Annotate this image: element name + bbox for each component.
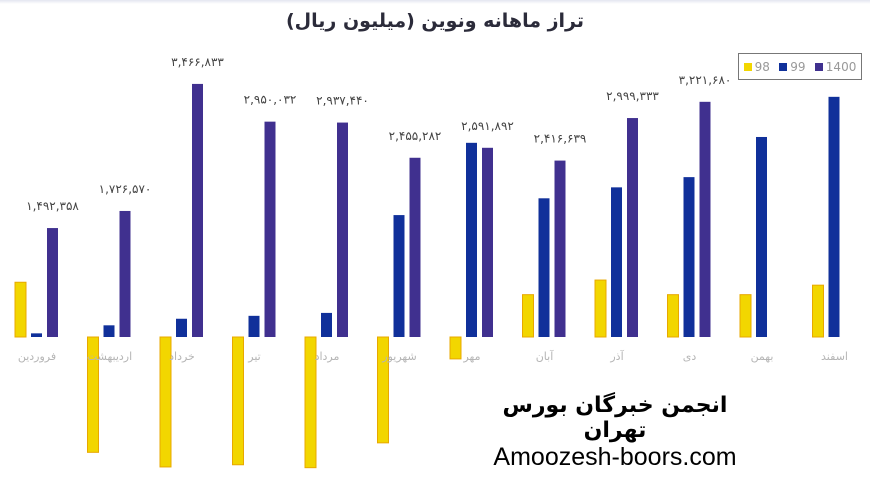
bar-99-2 (176, 318, 187, 337)
bar-98-8 (594, 279, 607, 338)
x-tick-label: آبان (536, 349, 554, 363)
bar-1400-5 (409, 157, 421, 337)
x-tick-label: فروردین (18, 350, 56, 363)
chart-title: تراز ماهانه ونوین (میلیون ریال) (285, 10, 585, 32)
top-border (0, 0, 870, 4)
x-tick-label: دی (683, 350, 697, 363)
bar-99-4 (321, 312, 332, 337)
data-label: ۱,۷۲۶,۵۷۰ (99, 182, 152, 196)
bar-98-4 (304, 336, 317, 469)
watermark-line2: Amoozesh-boors.com (493, 443, 737, 471)
bar-1400-6 (482, 147, 493, 337)
x-tick-label: اسفند (821, 350, 848, 363)
x-tick-label: شهریور (381, 350, 416, 363)
watermark-line1: انجمن خبرگان بورس تهران (502, 393, 728, 443)
legend-item-1400: 1400 (814, 59, 857, 74)
data-label: ۲,۴۵۵,۲۸۲ (389, 129, 442, 143)
watermark: انجمن خبرگان بورس تهران Amoozesh-boors.c… (470, 393, 760, 472)
bar-98-11 (812, 284, 824, 338)
data-label: ۱,۴۹۲,۳۵۸ (26, 199, 79, 213)
bar-1400-0 (47, 228, 58, 337)
bar-99-8 (611, 187, 622, 337)
bar-1400-3 (264, 121, 276, 337)
legend-label: 99 (790, 59, 806, 74)
x-tick-label: مهر (462, 350, 480, 363)
legend: 98 99 1400 (738, 53, 862, 80)
bar-1400-4 (337, 122, 348, 337)
bar-99-5 (393, 215, 405, 337)
x-tick-label: خرداد (169, 350, 195, 363)
bar-1400-9 (699, 101, 711, 338)
bar-1400-7 (554, 160, 566, 337)
bar-99-0 (31, 333, 42, 337)
bar-98-7 (522, 294, 534, 338)
data-label: ۲,۹۹۹,۳۳۳ (606, 89, 659, 103)
legend-label: 98 (754, 59, 770, 74)
bar-98-5 (377, 336, 389, 444)
x-tick-label: اردیبهشت (87, 350, 132, 363)
legend-label: 1400 (825, 59, 857, 74)
bar-99-7 (538, 198, 550, 337)
bar-98-3 (232, 336, 244, 466)
legend-swatch (814, 62, 823, 71)
bar-99-10 (756, 136, 767, 337)
x-tick-label: آذر (609, 349, 624, 363)
bar-98-1 (87, 336, 99, 453)
x-tick-label: تیر (247, 350, 260, 363)
legend-item-99: 99 (779, 59, 806, 74)
data-label: ۲,۴۱۶,۶۳۹ (534, 132, 587, 146)
bar-98-0 (14, 281, 27, 338)
bar-1400-2 (192, 83, 203, 337)
bar-99-6 (466, 142, 477, 337)
legend-swatch (779, 62, 788, 71)
bar-1400-1 (119, 210, 131, 337)
x-tick-label: بهمن (751, 350, 774, 363)
bar-98-10 (739, 294, 752, 338)
bar-98-6 (449, 336, 462, 360)
data-label: ۲,۵۹۱,۸۹۲ (461, 119, 514, 133)
data-label: ۲,۹۵۰,۰۳۲ (244, 93, 297, 107)
bar-99-3 (248, 315, 260, 337)
bar-98-2 (159, 336, 172, 468)
data-label: ۲,۹۳۷,۴۴۰ (316, 94, 369, 108)
legend-swatch (743, 62, 752, 71)
data-label: ۳,۴۶۶,۸۳۳ (171, 55, 224, 69)
bar-99-11 (828, 96, 840, 337)
data-label: ۳,۲۲۱,۶۸۰ (679, 73, 732, 87)
bar-98-9 (667, 294, 679, 338)
legend-item-98: 98 (743, 59, 770, 74)
x-tick-label: مرداد (315, 350, 340, 363)
bar-99-1 (103, 325, 115, 337)
bar-99-9 (683, 177, 695, 337)
bar-1400-8 (627, 118, 638, 337)
